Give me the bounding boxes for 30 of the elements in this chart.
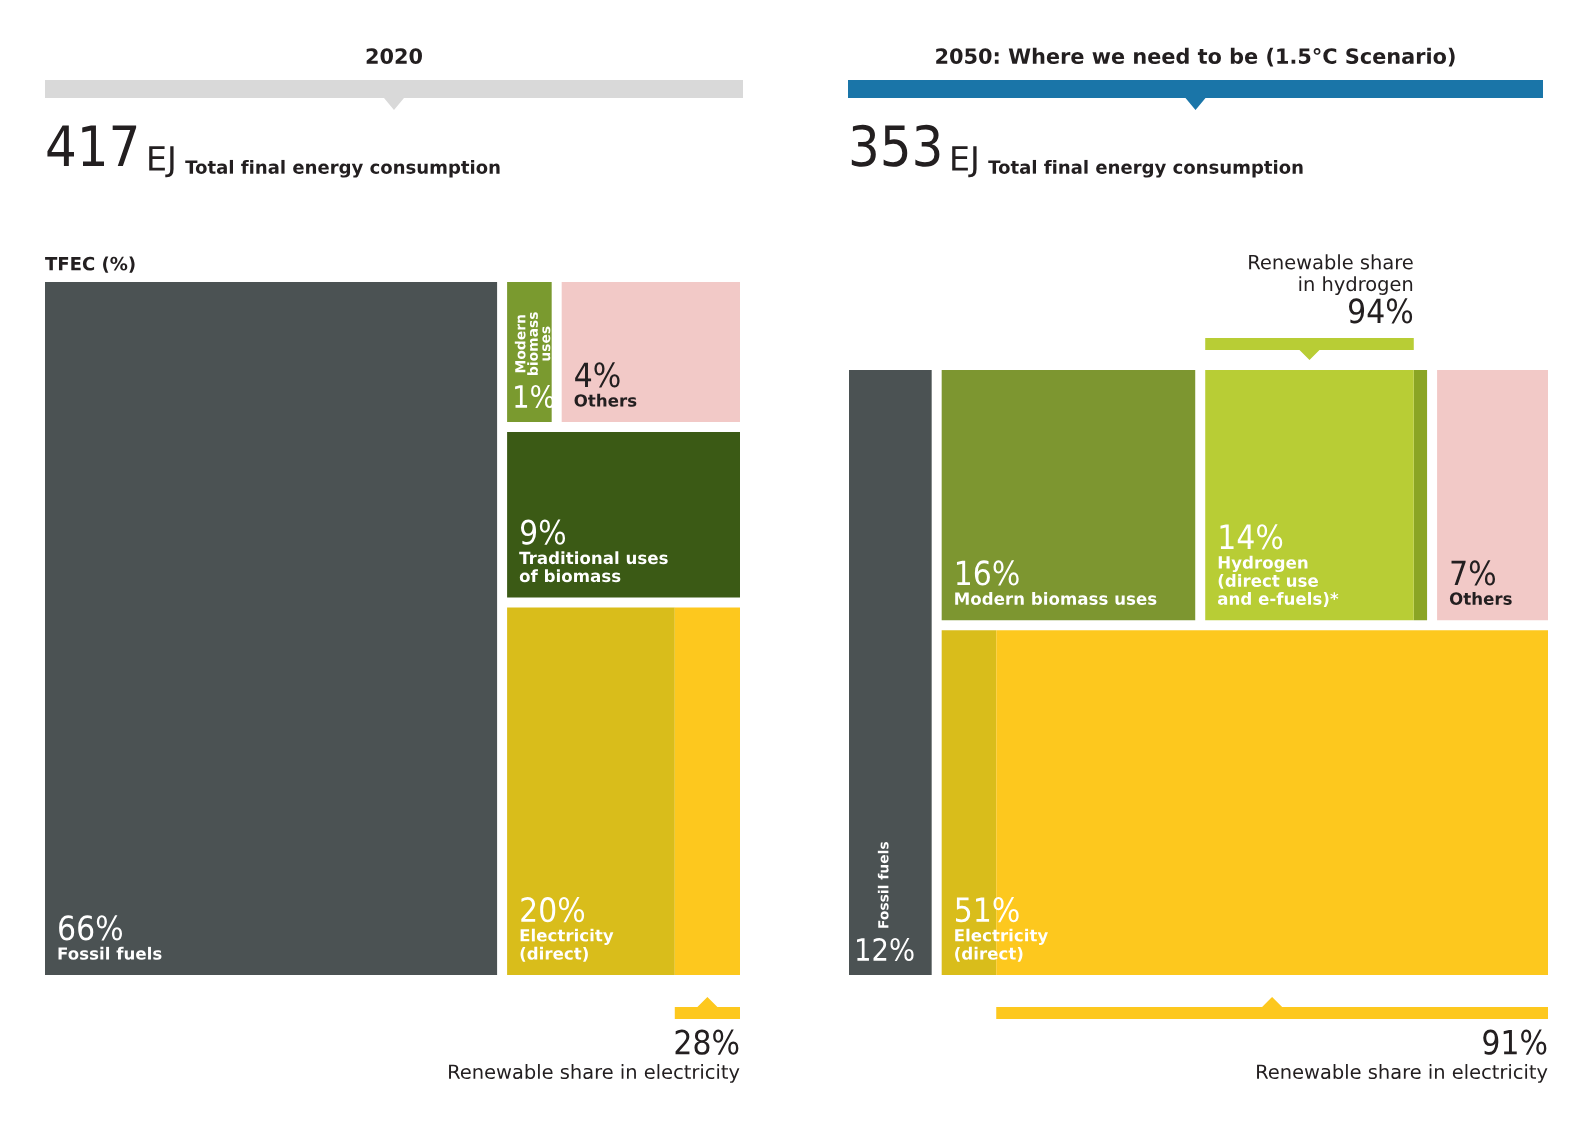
category-label: Fossil fuels [58,946,162,960]
data-label: 14% [1220,524,1283,550]
text: 2020 [366,48,422,64]
category-label: Others [574,393,637,407]
category-label: Hydrogen (direct use and e-fuels)* [1217,555,1339,607]
data-label: 4% [575,362,620,388]
category-label: Electricity (direct) [520,928,614,962]
data-label: 9% [520,519,566,545]
data-label: 7% [1451,560,1495,586]
category-label: Others [1449,592,1512,605]
text: 417 EJ Total final energy consumption [47,125,500,178]
data-label: 94% [1349,298,1413,324]
data-label: 28% [675,1029,739,1055]
text: 353 EJ Total final energy consumption [851,124,1303,178]
text: 2050: Where we need to be (1.5°C Scenario) [936,47,1455,67]
data-label: 16% [956,560,1019,586]
category-label: Electricity (direct) [955,928,1048,962]
data-label: 20% [521,897,585,923]
data-label: 91% [1483,1029,1547,1055]
category-label: Fossil fuels [877,842,889,928]
text: TFEC (%) [45,256,135,273]
text: Renewable share in electricity [449,1064,740,1083]
text: Renewable share in electricity [1257,1064,1548,1083]
data-label: 51% [955,897,1019,923]
data-label: 12% [857,937,914,962]
text: Renewable share in hydrogen [1249,254,1413,295]
category-label: Modern biomass uses [514,312,551,375]
data-label: 66% [59,915,123,941]
category-label: Modern biomass uses [955,592,1157,605]
category-label: Traditional uses of biomass [519,551,668,583]
